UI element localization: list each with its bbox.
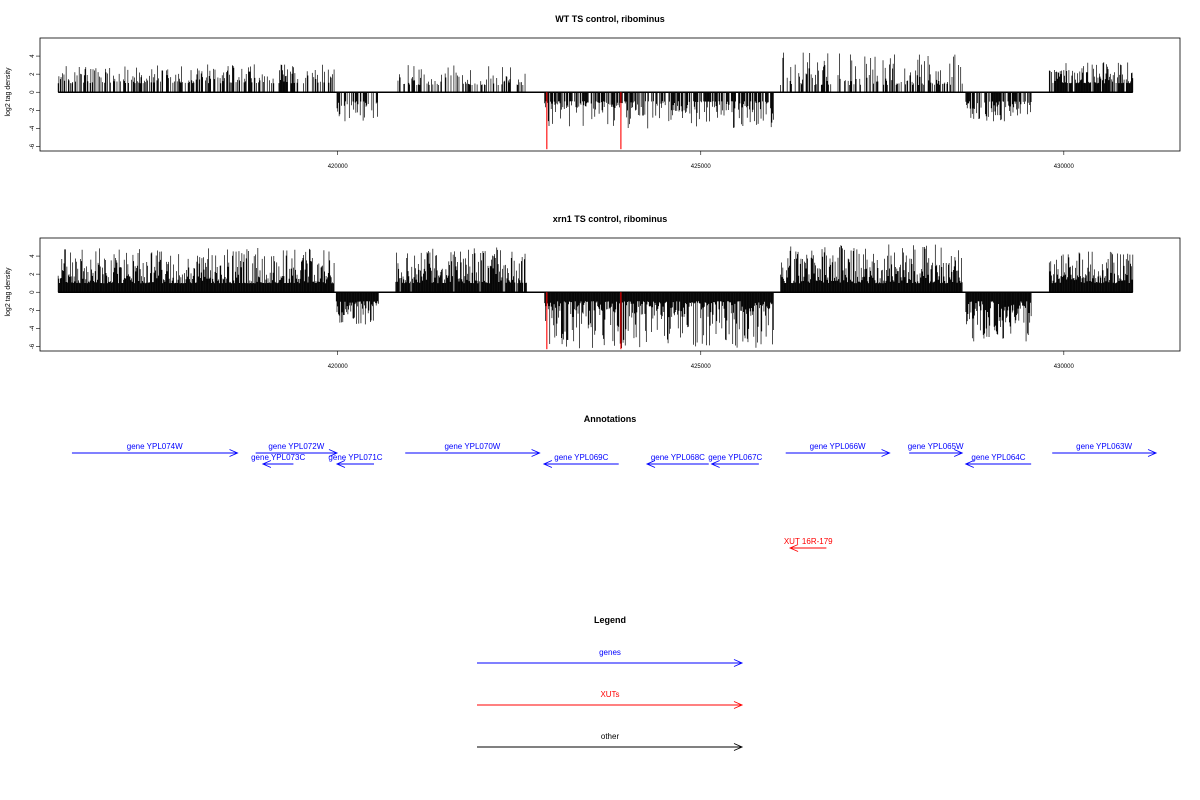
annotation-feature: gene YPL074W (71, 442, 239, 457)
feature-label: gene YPL070W (444, 442, 500, 451)
legend-label: genes (599, 648, 621, 657)
feature-label: gene YPL064C (971, 453, 1025, 462)
highlight-bars (546, 292, 622, 350)
feature-label: gene YPL067C (708, 453, 762, 462)
annotation-feature: gene YPL071C (328, 453, 383, 468)
annotation-feature: gene YPL064C (964, 453, 1032, 468)
arrow-icon (542, 460, 553, 468)
x-axis: 420000 425000 430000 (328, 151, 1075, 170)
annotations-title: Annotations (584, 414, 637, 424)
feature-label: gene YPL074W (127, 442, 183, 451)
y-axis-label: log2 tag density (5, 67, 12, 117)
y-tick-label: 4 (30, 254, 36, 258)
arrow-icon (964, 460, 974, 468)
arrow-icon (733, 659, 744, 667)
feature-label: gene YPL066W (810, 442, 866, 451)
density-bars (57, 52, 1134, 129)
annotation-feature: gene YPL072W (255, 442, 339, 457)
wt-density-panel: WT TS control, ribominus log2 tag densit… (5, 14, 1181, 170)
annotation-feature: gene YPL065W (908, 442, 964, 457)
annotation-feature: gene YPL068C (645, 453, 709, 468)
feature-label: gene YPL063W (1076, 442, 1132, 451)
plot-frame (39, 37, 1181, 152)
legend-label: other (601, 732, 620, 741)
annotation-feature: gene YPL067C (708, 453, 763, 468)
x-axis: 420000 425000 430000 (328, 351, 1075, 370)
panel-title: WT TS control, ribominus (555, 14, 665, 24)
x-tick-label: 430000 (1054, 164, 1075, 170)
arrow-icon (261, 460, 272, 468)
y-tick-label: 2 (30, 72, 36, 76)
y-tick-label: 4 (30, 54, 36, 58)
density-bar-set (57, 52, 1134, 129)
annotation-feature: XUT 16R-179 (784, 537, 833, 552)
legend-title: Legend (594, 615, 626, 625)
arrow-icon (881, 449, 891, 457)
legend-item: XUTs (477, 690, 744, 709)
y-tick-label: -6 (30, 143, 36, 149)
arrow-icon (335, 460, 346, 468)
arrow-icon (531, 449, 541, 457)
x-tick-label: 425000 (691, 364, 712, 370)
arrow-icon (328, 449, 339, 457)
x-tick-label: 425000 (691, 164, 712, 170)
feature-label: gene YPL069C (554, 453, 608, 462)
legend-item: genes (477, 648, 744, 667)
arrow-icon (733, 701, 744, 709)
y-tick-label: -2 (30, 107, 36, 113)
arrow-icon (229, 449, 239, 457)
feature-label: XUT 16R-179 (784, 537, 833, 546)
feature-label: gene YPL071C (328, 453, 382, 462)
feature-label: gene YPL073C (251, 453, 305, 462)
annotation-feature: gene YPL069C (542, 453, 619, 468)
x-tick-label: 420000 (328, 364, 349, 370)
arrow-icon (1147, 449, 1158, 457)
legend-item: other (477, 732, 744, 751)
arrow-icon (788, 544, 799, 552)
annotation-feature: gene YPL063W (1052, 442, 1158, 457)
arrow-icon (710, 460, 720, 468)
annotation-feature: gene YPL070W (405, 442, 541, 457)
annotation-track: gene YPL074W gene YPL073C gene YPL072W gene… (71, 442, 1158, 552)
arrow-icon (953, 449, 964, 457)
annotation-feature: gene YPL073C (251, 453, 305, 468)
annotation-feature: gene YPL066W (785, 442, 891, 457)
arrow-icon (733, 743, 744, 751)
density-bar-set (57, 244, 1134, 349)
feature-label: gene YPL068C (651, 453, 705, 462)
y-axis-label: log2 tag density (5, 267, 12, 317)
feature-label: gene YPL072W (268, 442, 324, 451)
y-tick-label: -6 (30, 343, 36, 349)
y-tick-label: -4 (30, 325, 36, 331)
y-tick-label: -4 (30, 125, 36, 131)
x-tick-label: 420000 (328, 164, 349, 170)
x-tick-label: 430000 (1054, 364, 1075, 370)
plot-frame (39, 237, 1181, 352)
panel-title: xrn1 TS control, ribominus (553, 214, 668, 224)
y-axis: -6 -4 -2 0 2 4 (30, 54, 40, 149)
density-bars (57, 244, 1134, 349)
highlight-bars (546, 92, 622, 150)
legend-label: XUTs (600, 690, 619, 699)
y-tick-label: 0 (30, 290, 36, 294)
arrow-icon (645, 460, 656, 468)
legend: genes XUTs other (477, 648, 744, 751)
y-tick-label: 0 (30, 90, 36, 94)
y-tick-label: 2 (30, 272, 36, 276)
xrn1-density-panel: xrn1 TS control, ribominus log2 tag dens… (5, 214, 1181, 370)
y-tick-label: -2 (30, 307, 36, 313)
y-axis: -6 -4 -2 0 2 4 (30, 254, 40, 349)
feature-label: gene YPL065W (908, 442, 964, 451)
